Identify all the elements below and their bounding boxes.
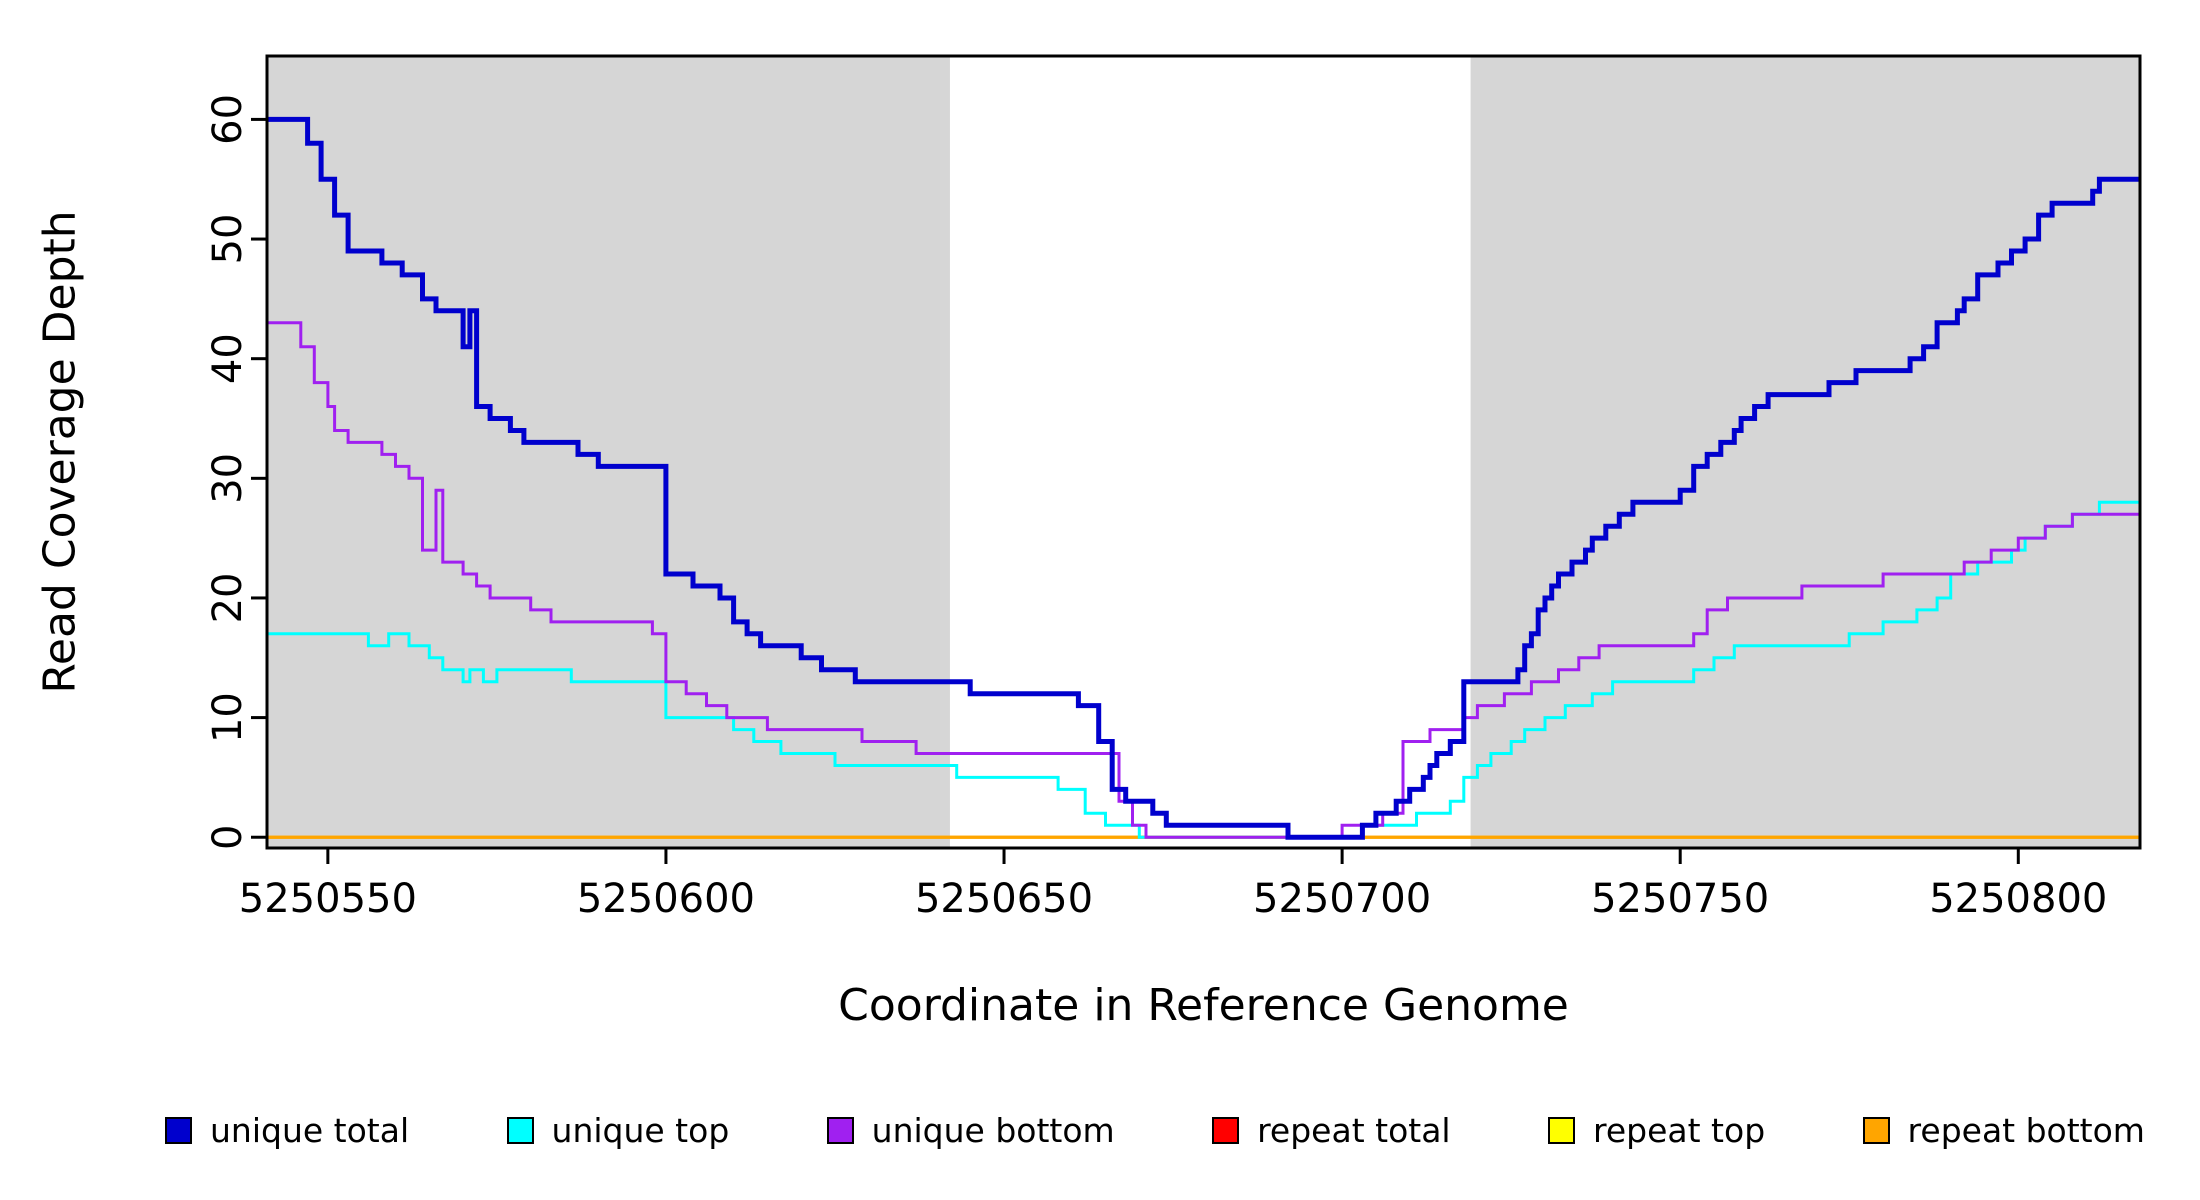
legend-item-repeat-total: repeat total xyxy=(1212,1111,1451,1150)
legend-item-repeat-bottom: repeat bottom xyxy=(1862,1110,2145,1150)
x-tick-label: 5250650 xyxy=(915,876,1093,922)
y-tick-label: 60 xyxy=(205,94,251,145)
y-tick-label: 40 xyxy=(205,333,251,384)
legend-item-unique-total: unique total xyxy=(165,1111,409,1150)
x-tick-label: 5250600 xyxy=(577,876,755,922)
x-tick-label: 5250800 xyxy=(1929,876,2107,922)
series-line-unique-total xyxy=(267,116,2140,840)
y-tick-label: 0 xyxy=(205,825,251,850)
x-tick-label: 5250750 xyxy=(1591,876,1769,922)
legend-label: repeat total xyxy=(1257,1110,1451,1150)
y-axis-title: Read Coverage Depth xyxy=(34,210,86,694)
x-tick-label: 5250550 xyxy=(239,876,417,922)
legend-label: repeat top xyxy=(1593,1110,1766,1150)
x-tick-label: 5250700 xyxy=(1253,876,1431,922)
y-tick-label: 30 xyxy=(205,453,251,504)
plot-box xyxy=(265,54,2142,850)
legend-swatch-repeat-total xyxy=(1212,1116,1240,1144)
series-line-unique-top xyxy=(267,500,2140,839)
legend-swatch-unique-top xyxy=(506,1116,534,1144)
y-tick-label: 20 xyxy=(205,573,251,624)
x-axis-title: Coordinate in Reference Genome xyxy=(838,980,1569,1031)
legend-item-unique-top: unique top xyxy=(506,1110,730,1150)
series-line-unique-bottom xyxy=(267,321,2140,839)
shaded-region-1 xyxy=(1470,56,2140,848)
legend: unique total unique top unique bottom repea… xyxy=(165,1095,2145,1165)
y-tick-label: 10 xyxy=(205,692,251,743)
legend-swatch-repeat-bottom xyxy=(1862,1116,1890,1144)
legend-item-unique-bottom: unique bottom xyxy=(826,1110,1115,1150)
legend-label: repeat bottom xyxy=(1907,1110,2145,1150)
y-tick-label: 50 xyxy=(205,214,251,265)
legend-swatch-repeat-top xyxy=(1548,1116,1576,1144)
legend-label: unique top xyxy=(551,1110,730,1150)
legend-swatch-unique-total xyxy=(165,1116,192,1144)
legend-item-repeat-top: repeat top xyxy=(1548,1111,1765,1150)
legend-swatch-unique-bottom xyxy=(826,1116,854,1144)
legend-label: unique bottom xyxy=(871,1110,1115,1150)
legend-label: unique total xyxy=(210,1110,410,1150)
